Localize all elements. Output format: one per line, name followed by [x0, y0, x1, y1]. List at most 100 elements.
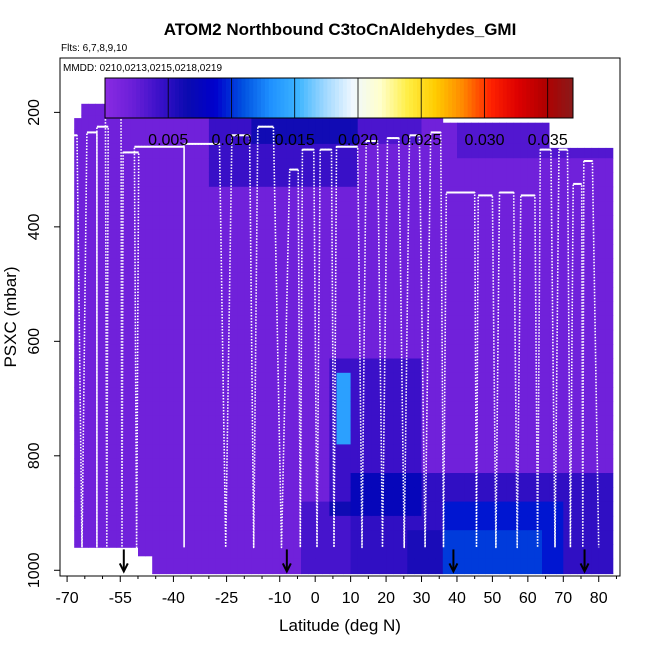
curtain-cell [95, 315, 103, 331]
curtain-cell [308, 244, 316, 259]
curtain-cell [194, 458, 203, 474]
curtain-cell [485, 530, 493, 545]
curtain-cell [315, 129, 323, 145]
curtain-cell [74, 430, 82, 445]
curtain-cell [379, 430, 387, 445]
colorbar-segment [319, 78, 324, 118]
curtain-cell [208, 315, 217, 331]
curtain-cell [159, 115, 167, 130]
curtain-cell [244, 558, 252, 574]
curtain-cell [166, 344, 174, 359]
curtain-cell [308, 272, 316, 288]
curtain-cell [457, 244, 465, 259]
curtain-cell [364, 258, 373, 273]
curtain-cell [563, 515, 571, 531]
curtain-cell [421, 215, 429, 231]
curtain-cell [74, 172, 82, 188]
curtain-cell [173, 401, 181, 417]
curtain-cell [258, 415, 266, 431]
curtain-cell [187, 430, 196, 445]
curtain-cell [598, 358, 607, 374]
curtain-cell [208, 272, 217, 288]
curtain-cell [138, 387, 146, 402]
curtain-cell [230, 258, 238, 273]
curtain-cell [379, 358, 387, 374]
curtain-cell [336, 129, 344, 145]
curtain-cell [329, 401, 337, 417]
colorbar-segment [163, 78, 168, 118]
curtain-cell [180, 573, 188, 575]
curtain-cell [293, 573, 302, 575]
curtain-cell [251, 501, 259, 517]
curtain-cell [109, 186, 118, 202]
curtain-cell [357, 487, 366, 502]
curtain-cell [520, 372, 529, 388]
curtain-cell [329, 530, 337, 545]
curtain-cell [272, 530, 281, 545]
curtain-cell [513, 558, 522, 574]
curtain-cell [329, 329, 337, 345]
curtain-cell [485, 501, 493, 517]
curtain-cell [329, 387, 337, 402]
curtain-cell [379, 158, 387, 173]
curtain-cell [471, 573, 479, 575]
curtain-cell [88, 344, 96, 359]
curtain-cell [237, 258, 245, 273]
curtain-cell [187, 258, 196, 273]
curtain-cell [251, 329, 259, 345]
curtain-cell [293, 444, 302, 460]
curtain-cell [293, 530, 302, 545]
curtain-cell [421, 515, 429, 531]
curtain-cell [464, 530, 472, 545]
curtain-cell [591, 401, 600, 417]
curtain-cell [357, 129, 366, 145]
curtain-cell [577, 401, 585, 417]
curtain-cell [258, 301, 266, 316]
curtain-cell [74, 444, 82, 460]
curtain-cell [244, 415, 252, 431]
curtain-cell [386, 573, 394, 575]
curtain-cell [286, 487, 295, 502]
curtain-cell [215, 344, 224, 359]
curtain-cell [258, 558, 266, 574]
curtain-cell [145, 115, 153, 130]
curtain-cell [542, 158, 550, 173]
curtain-cell [329, 229, 337, 245]
curtain-cell [421, 573, 429, 575]
curtain-cell [272, 473, 281, 488]
curtain-cell [251, 515, 259, 531]
curtain-cell [513, 430, 522, 445]
curtain-cell [230, 530, 238, 545]
curtain-cell [492, 372, 500, 388]
curtain-cell [152, 401, 160, 417]
curtain-cell [563, 229, 571, 245]
colorbar-segment [339, 78, 344, 118]
curtain-cell [364, 401, 373, 417]
curtain-cell [570, 515, 578, 531]
curtain-cell [386, 315, 394, 331]
colorbar-tick-label: 0.015 [275, 132, 315, 149]
curtain-cell [527, 201, 536, 216]
curtain-cell [556, 215, 564, 231]
curtain-cell [145, 344, 153, 359]
curtain-cell [194, 201, 203, 216]
curtain-cell [237, 215, 245, 231]
curtain-cell [187, 387, 196, 402]
curtain-cell [308, 558, 316, 574]
curtain-cell [293, 387, 302, 402]
curtain-cell [605, 272, 614, 288]
curtain-cell [449, 501, 458, 517]
curtain-cell [364, 473, 373, 488]
curtain-cell [123, 444, 132, 460]
curtain-cell [138, 329, 146, 345]
curtain-cell [230, 186, 238, 202]
colorbar-segment [296, 78, 301, 118]
curtain-cell [187, 501, 196, 517]
curtain-cell [421, 115, 429, 130]
curtain-cell [265, 329, 274, 345]
curtain-cell [81, 358, 89, 374]
colorbar-segment [327, 78, 332, 118]
colorbar-segment [225, 78, 231, 118]
curtain-cell [591, 515, 600, 531]
curtain-cell [81, 344, 89, 359]
